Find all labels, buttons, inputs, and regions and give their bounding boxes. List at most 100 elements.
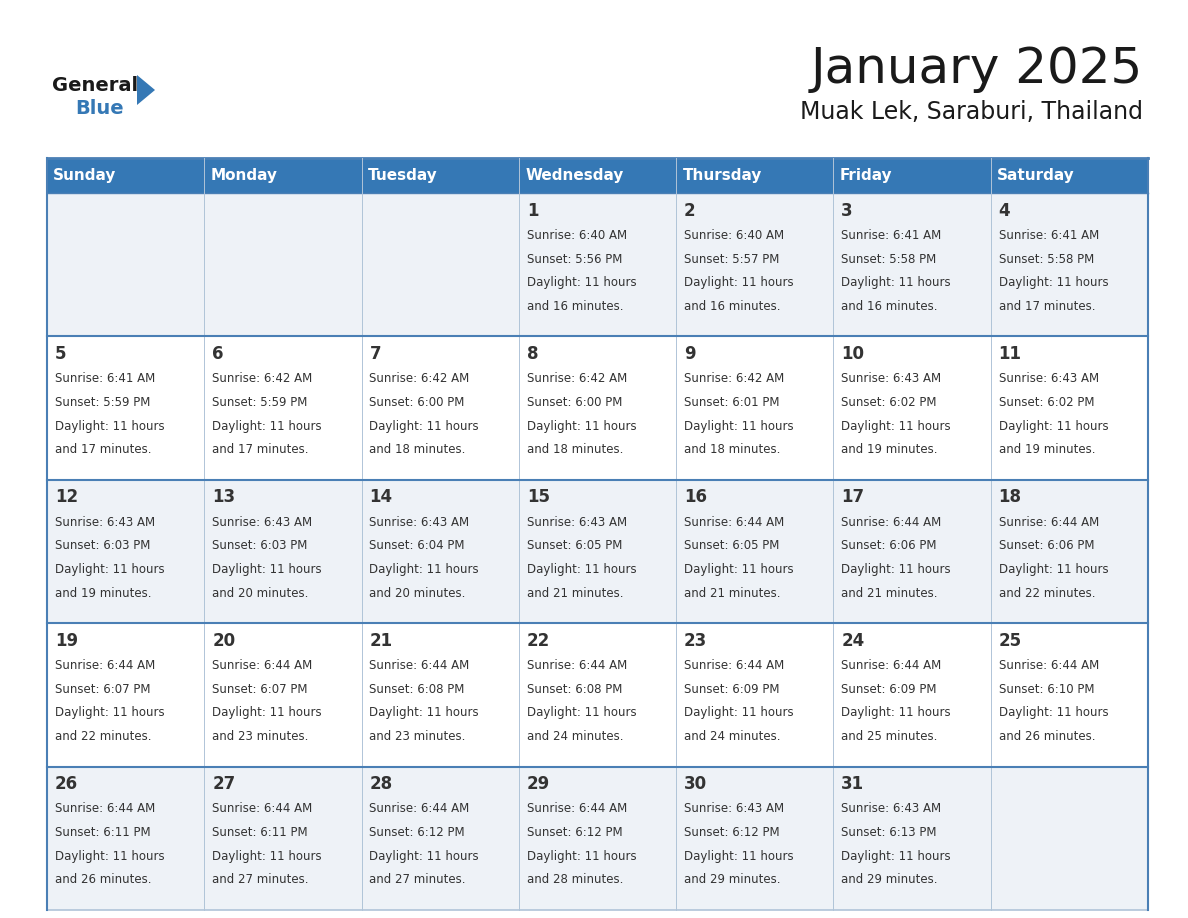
Text: Monday: Monday bbox=[210, 168, 278, 183]
Text: and 23 minutes.: and 23 minutes. bbox=[369, 730, 466, 743]
Text: Sunrise: 6:43 AM: Sunrise: 6:43 AM bbox=[841, 373, 941, 386]
Text: Sunrise: 6:44 AM: Sunrise: 6:44 AM bbox=[841, 659, 942, 672]
Text: 5: 5 bbox=[55, 345, 67, 363]
Text: Sunday: Sunday bbox=[53, 168, 116, 183]
Text: Sunrise: 6:44 AM: Sunrise: 6:44 AM bbox=[999, 659, 1099, 672]
Bar bbox=[991, 193, 1148, 336]
Bar bbox=[48, 767, 204, 910]
Text: 15: 15 bbox=[526, 488, 550, 507]
Text: 9: 9 bbox=[684, 345, 696, 363]
Bar bbox=[204, 623, 361, 767]
Text: January 2025: January 2025 bbox=[810, 45, 1143, 93]
Bar bbox=[361, 336, 519, 480]
Text: Daylight: 11 hours: Daylight: 11 hours bbox=[526, 420, 637, 432]
Text: and 21 minutes.: and 21 minutes. bbox=[841, 587, 937, 599]
Text: Daylight: 11 hours: Daylight: 11 hours bbox=[526, 563, 637, 576]
Text: Sunset: 6:06 PM: Sunset: 6:06 PM bbox=[841, 539, 937, 553]
Bar bbox=[676, 336, 834, 480]
Text: Sunset: 6:11 PM: Sunset: 6:11 PM bbox=[55, 826, 151, 839]
Text: Wednesday: Wednesday bbox=[525, 168, 624, 183]
Text: Daylight: 11 hours: Daylight: 11 hours bbox=[213, 420, 322, 432]
Text: Sunrise: 6:42 AM: Sunrise: 6:42 AM bbox=[684, 373, 784, 386]
Bar bbox=[204, 767, 361, 910]
Text: and 29 minutes.: and 29 minutes. bbox=[684, 873, 781, 887]
Text: Sunrise: 6:40 AM: Sunrise: 6:40 AM bbox=[684, 229, 784, 241]
Bar bbox=[519, 336, 676, 480]
Text: Daylight: 11 hours: Daylight: 11 hours bbox=[841, 276, 950, 289]
Text: Sunrise: 6:41 AM: Sunrise: 6:41 AM bbox=[999, 229, 1099, 241]
Text: Sunset: 6:07 PM: Sunset: 6:07 PM bbox=[213, 683, 308, 696]
Bar bbox=[676, 193, 834, 336]
Text: and 19 minutes.: and 19 minutes. bbox=[841, 443, 937, 456]
Text: Sunset: 6:12 PM: Sunset: 6:12 PM bbox=[369, 826, 465, 839]
Text: Sunset: 5:59 PM: Sunset: 5:59 PM bbox=[55, 396, 150, 409]
Text: Sunrise: 6:41 AM: Sunrise: 6:41 AM bbox=[841, 229, 942, 241]
Text: 12: 12 bbox=[55, 488, 78, 507]
Text: Daylight: 11 hours: Daylight: 11 hours bbox=[213, 850, 322, 863]
Bar bbox=[519, 767, 676, 910]
Text: Daylight: 11 hours: Daylight: 11 hours bbox=[684, 420, 794, 432]
Text: Sunset: 6:01 PM: Sunset: 6:01 PM bbox=[684, 396, 779, 409]
Text: Sunrise: 6:44 AM: Sunrise: 6:44 AM bbox=[369, 659, 469, 672]
Text: Sunrise: 6:44 AM: Sunrise: 6:44 AM bbox=[526, 659, 627, 672]
Text: Saturday: Saturday bbox=[997, 168, 1075, 183]
Text: Sunrise: 6:42 AM: Sunrise: 6:42 AM bbox=[369, 373, 469, 386]
Text: 10: 10 bbox=[841, 345, 865, 363]
Text: 20: 20 bbox=[213, 632, 235, 650]
Text: and 21 minutes.: and 21 minutes. bbox=[684, 587, 781, 599]
Text: Sunrise: 6:43 AM: Sunrise: 6:43 AM bbox=[526, 516, 627, 529]
Text: and 24 minutes.: and 24 minutes. bbox=[526, 730, 624, 743]
Text: Daylight: 11 hours: Daylight: 11 hours bbox=[841, 563, 950, 576]
Bar bbox=[204, 480, 361, 623]
Text: Sunrise: 6:44 AM: Sunrise: 6:44 AM bbox=[55, 659, 156, 672]
Text: Daylight: 11 hours: Daylight: 11 hours bbox=[213, 706, 322, 720]
Text: Sunset: 5:56 PM: Sunset: 5:56 PM bbox=[526, 252, 623, 265]
Text: Daylight: 11 hours: Daylight: 11 hours bbox=[999, 420, 1108, 432]
Text: Sunset: 6:12 PM: Sunset: 6:12 PM bbox=[526, 826, 623, 839]
Text: Daylight: 11 hours: Daylight: 11 hours bbox=[369, 850, 479, 863]
Text: Friday: Friday bbox=[840, 168, 892, 183]
Text: and 25 minutes.: and 25 minutes. bbox=[841, 730, 937, 743]
Bar bbox=[991, 480, 1148, 623]
Text: and 19 minutes.: and 19 minutes. bbox=[999, 443, 1095, 456]
Text: and 24 minutes.: and 24 minutes. bbox=[684, 730, 781, 743]
Text: and 27 minutes.: and 27 minutes. bbox=[369, 873, 466, 887]
Text: Sunset: 5:59 PM: Sunset: 5:59 PM bbox=[213, 396, 308, 409]
Text: and 18 minutes.: and 18 minutes. bbox=[684, 443, 781, 456]
Text: 19: 19 bbox=[55, 632, 78, 650]
Text: and 16 minutes.: and 16 minutes. bbox=[526, 300, 624, 313]
Text: Daylight: 11 hours: Daylight: 11 hours bbox=[55, 706, 164, 720]
Text: Sunset: 6:11 PM: Sunset: 6:11 PM bbox=[213, 826, 308, 839]
Polygon shape bbox=[137, 75, 154, 105]
Text: Sunset: 6:05 PM: Sunset: 6:05 PM bbox=[526, 539, 623, 553]
Text: Daylight: 11 hours: Daylight: 11 hours bbox=[999, 563, 1108, 576]
Text: Sunset: 6:09 PM: Sunset: 6:09 PM bbox=[841, 683, 937, 696]
Text: Sunrise: 6:43 AM: Sunrise: 6:43 AM bbox=[213, 516, 312, 529]
Text: 13: 13 bbox=[213, 488, 235, 507]
Text: 17: 17 bbox=[841, 488, 865, 507]
Text: Sunrise: 6:44 AM: Sunrise: 6:44 AM bbox=[684, 659, 784, 672]
Text: Sunset: 6:12 PM: Sunset: 6:12 PM bbox=[684, 826, 779, 839]
Text: and 21 minutes.: and 21 minutes. bbox=[526, 587, 624, 599]
Text: Sunset: 5:58 PM: Sunset: 5:58 PM bbox=[841, 252, 936, 265]
Bar bbox=[519, 480, 676, 623]
Bar bbox=[991, 336, 1148, 480]
Text: Daylight: 11 hours: Daylight: 11 hours bbox=[999, 706, 1108, 720]
Text: Daylight: 11 hours: Daylight: 11 hours bbox=[526, 706, 637, 720]
Bar bbox=[676, 623, 834, 767]
Text: and 18 minutes.: and 18 minutes. bbox=[526, 443, 623, 456]
Text: and 26 minutes.: and 26 minutes. bbox=[999, 730, 1095, 743]
Text: Sunset: 6:02 PM: Sunset: 6:02 PM bbox=[841, 396, 937, 409]
Text: Daylight: 11 hours: Daylight: 11 hours bbox=[369, 563, 479, 576]
Text: Sunset: 6:03 PM: Sunset: 6:03 PM bbox=[213, 539, 308, 553]
Text: and 20 minutes.: and 20 minutes. bbox=[213, 587, 309, 599]
Text: 25: 25 bbox=[999, 632, 1022, 650]
Bar bbox=[48, 480, 204, 623]
Text: General: General bbox=[52, 76, 138, 95]
Bar bbox=[48, 193, 204, 336]
Text: 18: 18 bbox=[999, 488, 1022, 507]
Text: Daylight: 11 hours: Daylight: 11 hours bbox=[684, 563, 794, 576]
Text: and 16 minutes.: and 16 minutes. bbox=[841, 300, 937, 313]
Text: and 17 minutes.: and 17 minutes. bbox=[999, 300, 1095, 313]
Text: and 17 minutes.: and 17 minutes. bbox=[55, 443, 151, 456]
